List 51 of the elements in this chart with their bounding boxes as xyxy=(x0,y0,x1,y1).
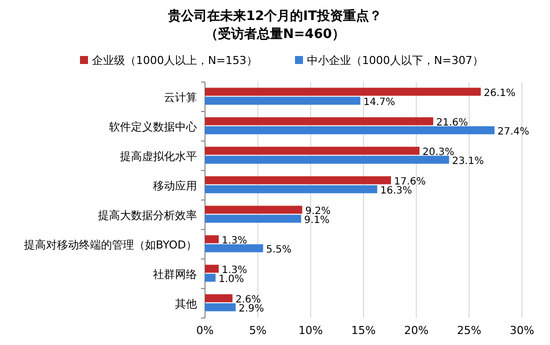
y-tick-label: 移动应用 xyxy=(153,179,197,192)
bar xyxy=(205,294,232,302)
data-label: 21.6% xyxy=(436,117,468,128)
bar xyxy=(205,96,360,105)
bar xyxy=(205,206,302,214)
chart-title: 贵公司在未来12个月的IT投资重点？ xyxy=(167,8,382,24)
x-tick-label: 5% xyxy=(249,324,267,337)
bar xyxy=(205,244,264,252)
data-label: 5.5% xyxy=(266,244,292,256)
y-tick-label: 提高对移动终端的管理（如BYOD） xyxy=(24,238,197,252)
data-label: 2.6% xyxy=(235,294,261,306)
bar xyxy=(205,214,302,223)
y-tick-label: 提高大数据分析效率 xyxy=(98,208,197,222)
x-tick-label: 0% xyxy=(196,324,214,337)
x-tick-label: 10% xyxy=(298,324,323,337)
bar xyxy=(205,235,219,244)
bar xyxy=(205,274,216,282)
bar xyxy=(205,126,495,134)
x-tick-label: 30% xyxy=(510,324,534,337)
chart-subtitle: （受访者总量N=460） xyxy=(205,26,345,42)
data-label: 23.1% xyxy=(452,156,484,167)
x-tick-label: 25% xyxy=(456,324,482,337)
data-label: 20.3% xyxy=(422,146,454,158)
data-label: 1.0% xyxy=(218,274,244,285)
legend-label: 企业级（1000人以上，N=153） xyxy=(92,54,258,67)
data-label: 16.3% xyxy=(380,185,412,196)
x-tick-label: 15% xyxy=(351,324,376,337)
bar xyxy=(205,303,236,312)
legend-label: 中小企业（1000人以下，N=307） xyxy=(307,54,484,67)
bar xyxy=(205,156,450,164)
y-tick-label: 软件定义数据中心 xyxy=(109,120,197,134)
data-label: 17.6% xyxy=(394,176,426,188)
bar xyxy=(205,117,434,126)
y-tick-label: 云计算 xyxy=(164,90,197,104)
bar xyxy=(205,264,219,273)
data-label: 9.2% xyxy=(305,206,331,217)
bar xyxy=(205,185,378,194)
data-label: 14.7% xyxy=(363,96,396,108)
data-label: 2.9% xyxy=(238,303,264,314)
data-label: 26.1% xyxy=(484,88,516,99)
bar xyxy=(205,176,391,184)
y-tick-label: 社群网络 xyxy=(153,268,197,281)
data-label: 1.3% xyxy=(222,264,248,276)
x-tick-label: 20% xyxy=(404,324,429,337)
bar xyxy=(205,88,481,96)
y-tick-label: 其他 xyxy=(175,297,197,310)
y-tick-label: 提高虚拟化水平 xyxy=(120,150,197,163)
data-label: 9.1% xyxy=(304,214,330,226)
data-label: 1.3% xyxy=(222,235,248,246)
data-label: 27.4% xyxy=(498,126,530,138)
bar xyxy=(205,146,420,155)
